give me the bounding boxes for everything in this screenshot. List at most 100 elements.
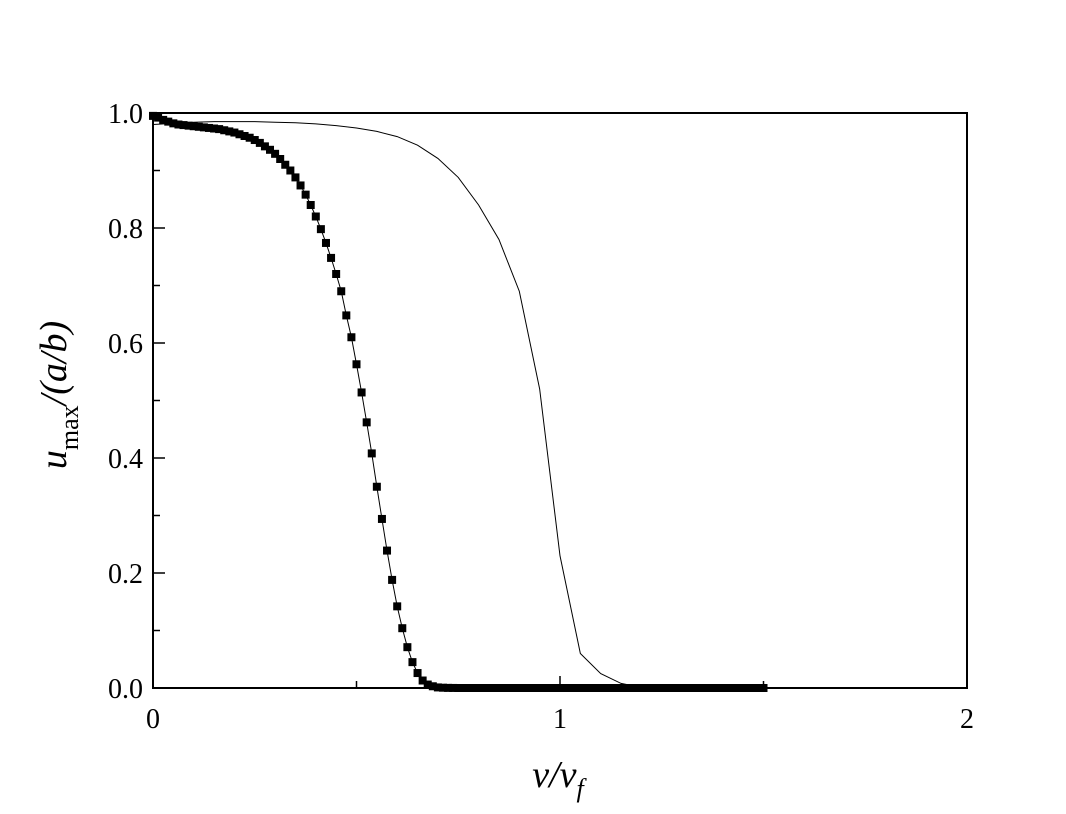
data-point bbox=[383, 546, 392, 555]
data-point bbox=[276, 155, 285, 163]
data-point bbox=[637, 684, 646, 692]
data-point bbox=[240, 132, 249, 140]
data-point bbox=[159, 115, 168, 124]
data-point bbox=[464, 684, 473, 692]
data-point bbox=[449, 683, 458, 692]
y-tick-label: 1.0 bbox=[108, 99, 143, 130]
data-point bbox=[479, 684, 488, 692]
data-point bbox=[540, 684, 549, 692]
data-point bbox=[311, 212, 320, 221]
data-point bbox=[556, 684, 564, 692]
data-point bbox=[306, 201, 315, 209]
data-point bbox=[255, 138, 264, 147]
y-tick-label: 0.8 bbox=[108, 214, 143, 245]
data-point bbox=[154, 113, 163, 122]
data-point bbox=[291, 173, 300, 182]
data-point bbox=[342, 311, 351, 320]
data-point bbox=[581, 684, 590, 692]
data-point bbox=[408, 658, 417, 667]
data-point bbox=[515, 684, 524, 692]
data-point bbox=[220, 126, 229, 135]
data-point bbox=[230, 128, 239, 137]
data-point bbox=[189, 122, 198, 131]
data-point bbox=[596, 684, 605, 692]
data-point bbox=[281, 160, 290, 169]
data-point bbox=[601, 684, 610, 692]
data-point bbox=[296, 181, 305, 190]
data-point bbox=[266, 145, 275, 154]
data-point bbox=[332, 270, 341, 278]
plot-frame bbox=[152, 112, 968, 689]
data-point bbox=[561, 684, 570, 692]
data-point bbox=[321, 238, 330, 247]
data-point bbox=[632, 684, 641, 692]
series-layer bbox=[149, 111, 768, 692]
data-point bbox=[622, 684, 631, 692]
y-tick-label: 0.2 bbox=[108, 559, 143, 590]
data-point bbox=[398, 624, 407, 633]
plot-area bbox=[149, 111, 968, 692]
data-point bbox=[510, 684, 519, 692]
data-point bbox=[215, 125, 224, 134]
data-point bbox=[484, 684, 493, 692]
data-point bbox=[525, 684, 534, 692]
data-point bbox=[337, 287, 346, 296]
data-point bbox=[566, 684, 575, 692]
data-point bbox=[489, 684, 498, 692]
data-point bbox=[235, 130, 244, 139]
data-point bbox=[377, 514, 386, 523]
series-line-2 bbox=[152, 121, 764, 689]
x-axis-label: v/vf bbox=[532, 754, 587, 803]
data-point bbox=[357, 388, 366, 397]
data-point bbox=[454, 684, 463, 692]
data-point bbox=[301, 190, 310, 199]
data-point bbox=[617, 684, 626, 692]
data-point bbox=[474, 684, 483, 692]
data-point bbox=[459, 684, 468, 692]
data-point bbox=[505, 684, 514, 692]
data-point bbox=[184, 121, 193, 130]
x-tick-label: 0 bbox=[146, 704, 160, 735]
data-point bbox=[642, 684, 651, 692]
data-point bbox=[433, 683, 442, 692]
data-point bbox=[362, 418, 371, 427]
data-point bbox=[316, 225, 325, 234]
data-point bbox=[164, 117, 173, 126]
x-axis-label-sub: f bbox=[577, 774, 588, 803]
data-point bbox=[210, 124, 219, 133]
data-point bbox=[571, 684, 580, 692]
data-point bbox=[423, 680, 432, 689]
data-point bbox=[469, 684, 478, 692]
y-tick-label: 0.6 bbox=[108, 329, 143, 360]
data-point bbox=[500, 684, 509, 692]
data-point bbox=[627, 684, 636, 692]
y-axis-label-sub: max bbox=[55, 405, 84, 450]
data-point bbox=[225, 127, 234, 136]
data-point bbox=[393, 602, 402, 611]
x-axis-label-main: v/v bbox=[532, 754, 576, 796]
y-axis-label: umax/(a/b) bbox=[33, 321, 84, 469]
y-tick-label: 0.0 bbox=[108, 674, 143, 705]
data-point bbox=[367, 449, 376, 458]
data-point bbox=[611, 684, 620, 692]
data-point bbox=[530, 684, 539, 692]
x-tick-label: 2 bbox=[960, 704, 974, 735]
data-point bbox=[352, 360, 361, 369]
data-point bbox=[260, 142, 269, 151]
data-point bbox=[199, 123, 208, 132]
axis-ticks bbox=[152, 112, 968, 689]
data-point bbox=[327, 253, 336, 262]
data-point bbox=[444, 683, 453, 692]
data-point bbox=[179, 121, 188, 130]
data-point bbox=[520, 684, 529, 692]
data-point bbox=[204, 123, 213, 132]
y-axis-label-rest: /(a/b) bbox=[33, 321, 75, 407]
data-point bbox=[545, 684, 554, 692]
data-point bbox=[535, 684, 544, 692]
data-point bbox=[372, 482, 381, 491]
data-point bbox=[149, 111, 157, 120]
data-point bbox=[194, 122, 203, 131]
data-point bbox=[576, 684, 585, 692]
data-point bbox=[591, 684, 600, 692]
